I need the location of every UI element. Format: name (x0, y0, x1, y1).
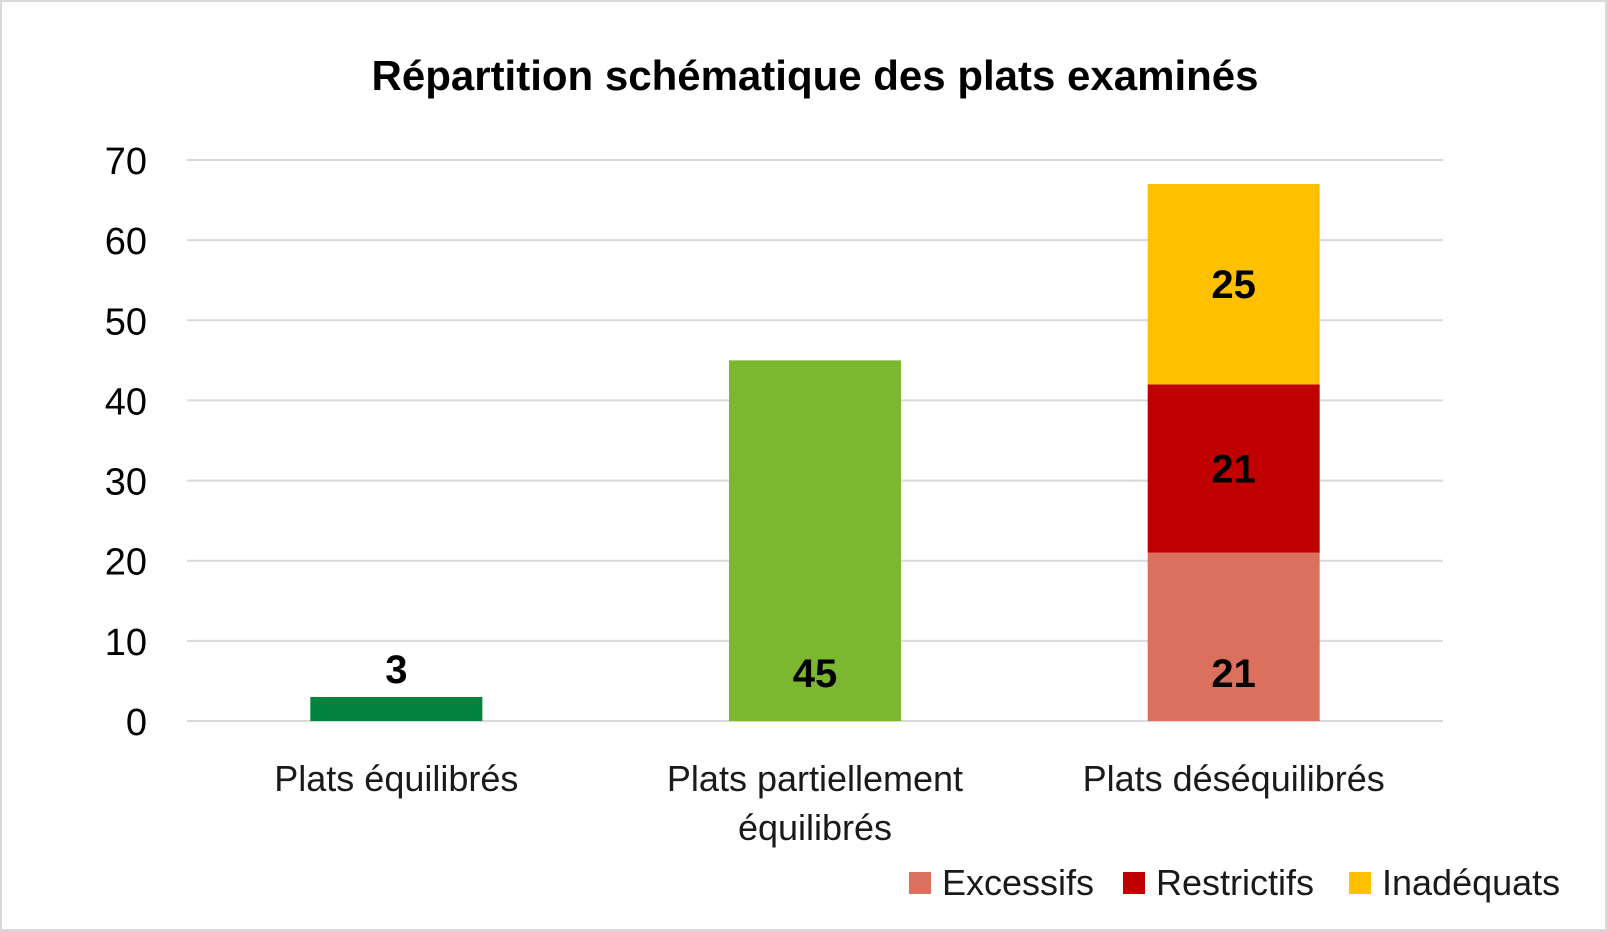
legend-label: Inadéquats (1382, 862, 1560, 903)
y-tick-label: 60 (105, 221, 147, 263)
legend-swatch (1349, 872, 1371, 894)
data-label: 21 (1211, 448, 1256, 492)
bar-segment (1147, 552, 1320, 721)
data-label: 45 (793, 652, 838, 696)
x-category-label: Plats équilibrés (274, 758, 518, 799)
y-tick-label: 50 (105, 301, 147, 343)
y-tick-label: 10 (105, 622, 147, 664)
bars (310, 184, 1320, 721)
data-label: 3 (385, 648, 407, 692)
x-category-label: Plats partiellement (667, 758, 963, 799)
legend-swatch (1123, 872, 1145, 894)
y-tick-label: 0 (126, 702, 147, 744)
legend-label: Excessifs (942, 862, 1094, 903)
data-label: 21 (1211, 652, 1256, 696)
data-labels: 3 45 21 21 25 (385, 263, 1256, 696)
x-category-label: Plats déséquilibrés (1083, 758, 1385, 799)
legend-swatch (909, 872, 931, 894)
y-tick-label: 20 (105, 542, 147, 584)
data-label: 25 (1211, 263, 1256, 307)
y-tick-label: 30 (105, 462, 147, 504)
x-axis-categories: Plats équilibrés Plats partiellement équil… (274, 758, 1384, 848)
y-tick-label: 40 (105, 381, 147, 423)
bar-segment (310, 696, 483, 721)
legend: Excessifs Restrictifs Inadéquats (909, 862, 1560, 903)
legend-label: Restrictifs (1156, 862, 1314, 903)
y-axis-ticks: 0 10 20 30 40 50 60 70 (105, 141, 147, 744)
y-tick-label: 70 (105, 141, 147, 183)
bar-segment (729, 360, 901, 721)
chart-title: Répartition schématique des plats examin… (372, 52, 1259, 99)
bar-segment (1147, 184, 1320, 385)
x-category-label: équilibrés (738, 807, 892, 848)
bar-segment (1147, 384, 1320, 553)
